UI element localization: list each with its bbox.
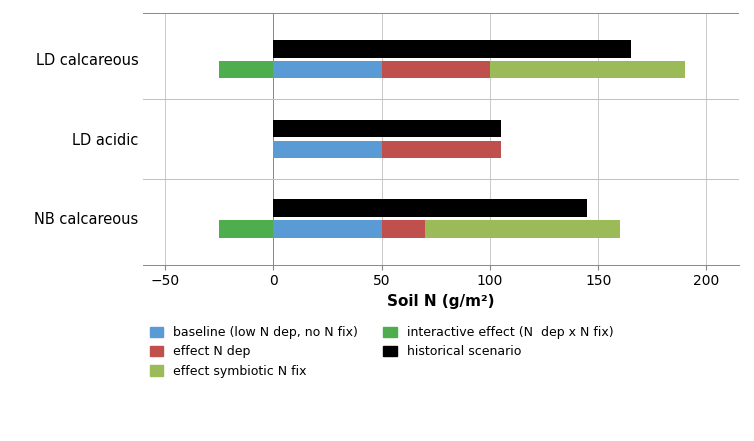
Bar [219, 61, 273, 78]
Bar [273, 120, 501, 137]
Bar [219, 220, 273, 238]
Bar [425, 220, 620, 238]
Bar [273, 61, 382, 78]
X-axis label: Soil N (g/m²): Soil N (g/m²) [388, 294, 495, 309]
Bar [273, 141, 382, 158]
Bar [490, 61, 685, 78]
Bar [382, 61, 490, 78]
Bar [382, 220, 425, 238]
Bar [273, 40, 630, 58]
Bar [273, 220, 382, 238]
Bar [382, 141, 501, 158]
Legend: baseline (low N dep, no N fix), effect N dep, effect symbiotic N fix, interactiv: baseline (low N dep, no N fix), effect N… [149, 326, 614, 377]
Bar [273, 199, 587, 217]
